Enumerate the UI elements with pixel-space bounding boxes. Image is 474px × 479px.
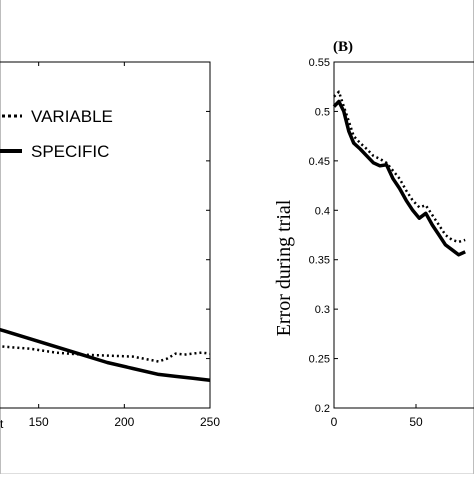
panel-a-ticks: 150 200 250 <box>29 62 220 429</box>
y-tick-label: 0.25 <box>309 354 330 366</box>
panel-b: (B) Error during trial 0 50 0.2 0.25 0.3 0.35… <box>273 39 474 429</box>
y-tick-label: 0.5 <box>315 106 330 118</box>
panel-b-lines <box>332 90 466 257</box>
panel-a: 150 200 250 VARIABLE SPECIFIC <box>0 61 220 429</box>
series-line-solid <box>332 99 466 257</box>
panel-b-axes-frame <box>333 61 474 409</box>
y-tick-label: 0.4 <box>315 205 330 217</box>
legend-specific-label: SPECIFIC <box>31 142 109 161</box>
panel-b-y-axis-label: Error during trial <box>273 199 295 336</box>
y-tick-label: 0.45 <box>309 156 330 168</box>
panel-b-ticks: 0 50 0.2 0.25 0.3 0.35 0.4 0.45 0.5 0.55 <box>309 57 423 429</box>
series-line-dotted <box>333 90 466 244</box>
x-tick-label: 0 <box>331 415 338 429</box>
panel-a-lines <box>0 327 211 383</box>
series-line-solid <box>0 327 211 383</box>
y-tick-label: 0.3 <box>315 304 330 316</box>
y-tick-label: 0.35 <box>309 255 330 267</box>
x-tick-label: 250 <box>200 415 220 429</box>
x-tick-label: 150 <box>29 415 49 429</box>
y-tick-label: 0.55 <box>309 57 330 69</box>
y-tick-label: 0.2 <box>315 403 330 415</box>
panel-a-axes-frame <box>0 61 211 409</box>
x-tick-label: 50 <box>409 415 423 429</box>
x-tick-label: 200 <box>114 415 134 429</box>
panel-b-label: (B) <box>333 39 353 55</box>
legend-variable-label: VARIABLE <box>31 107 113 126</box>
cropped-axis-fragment: t <box>0 417 4 431</box>
legend: VARIABLE SPECIFIC <box>0 107 113 161</box>
series-line-dotted <box>0 344 211 363</box>
